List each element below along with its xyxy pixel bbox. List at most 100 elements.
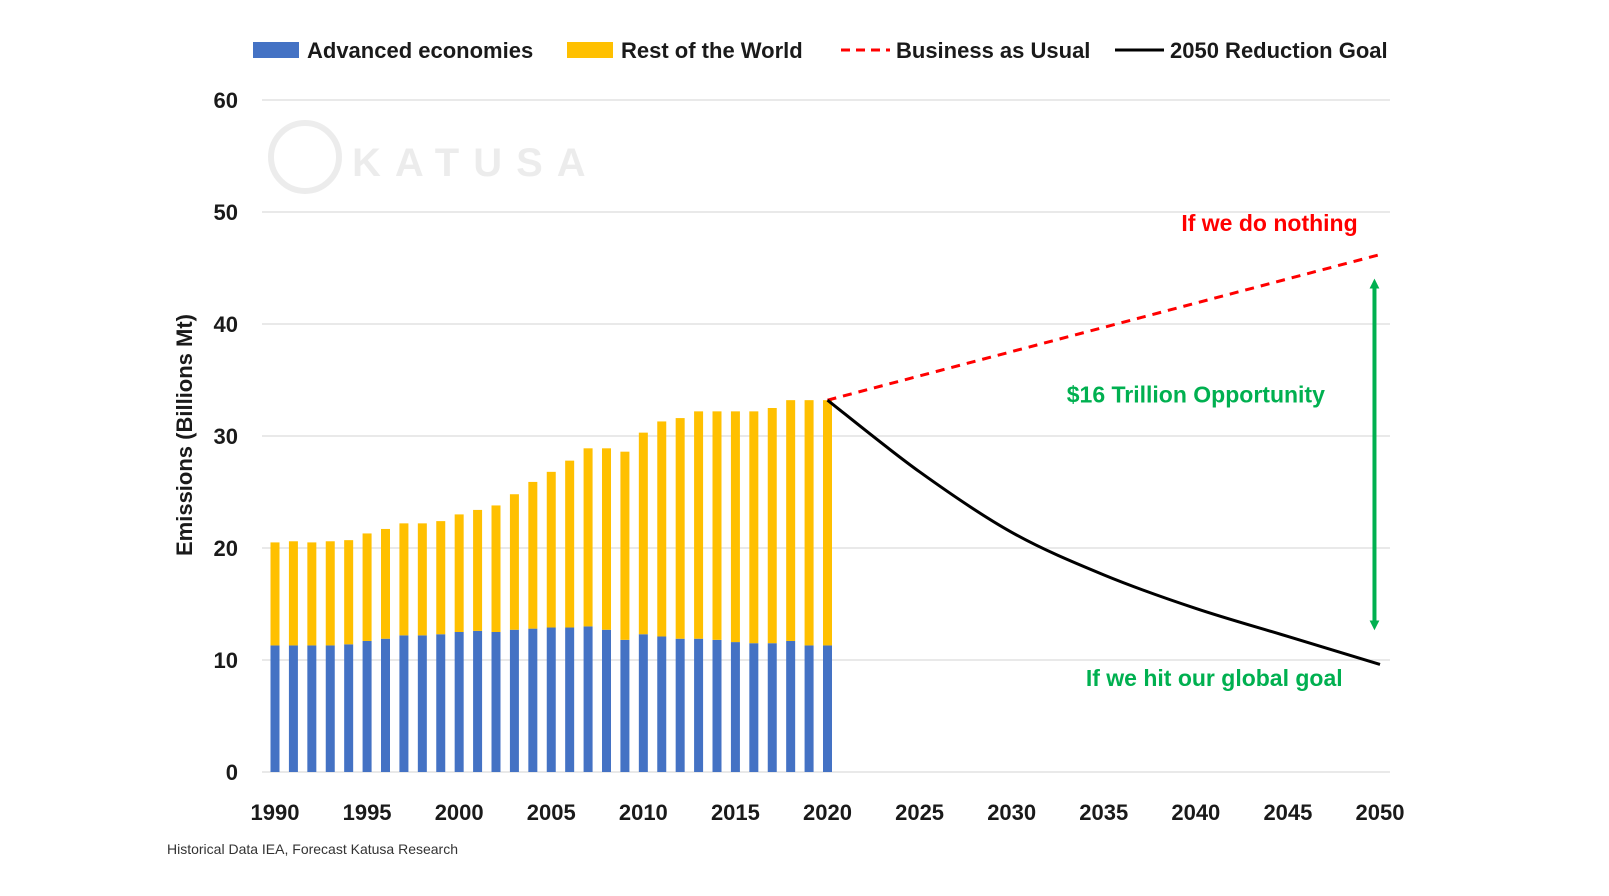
bar-rest-of-the-world-2001 [473,509,483,631]
x-tick-label-2015: 2015 [711,800,760,825]
x-tick-label-2000: 2000 [435,800,484,825]
bar-advanced-economies-2020 [823,645,832,772]
bar-advanced-economies-1996 [381,638,390,772]
bar-advanced-economies-1998 [417,635,427,772]
bar-advanced-economies-2011 [657,636,667,772]
bar-advanced-economies-1990 [270,645,280,772]
legend-label-business-as-usual: Business as Usual [896,38,1090,63]
y-axis-label: Emissions (Billions Mt) [172,314,197,556]
x-tick-label-2050: 2050 [1356,800,1405,825]
bar-rest-of-the-world-2005 [546,471,556,628]
bar-rest-of-the-world-1991 [288,541,298,646]
watermark-logo: KATUSA [268,120,600,194]
bar-rest-of-the-world-2011 [657,421,667,637]
bar-advanced-economies-2000 [454,632,464,772]
legend-swatch-advanced-economies [253,42,299,58]
watermark-text: KATUSA [352,141,600,185]
line-business-as-usual [827,253,1381,402]
x-tick-label-2030: 2030 [987,800,1036,825]
bar-rest-of-the-world-2006 [565,460,575,628]
bar-advanced-economies-2006 [565,627,575,772]
bar-rest-of-the-world-2015 [730,411,740,643]
x-tick-label-2005: 2005 [527,800,576,825]
bar-advanced-economies-2017 [767,643,777,772]
bar-advanced-economies-2015 [730,642,740,772]
bar-rest-of-the-world-2002 [491,505,501,632]
bar-rest-of-the-world-2000 [454,514,464,632]
bar-rest-of-the-world-1999 [436,521,446,635]
annotation-global-goal: If we hit our global goal [1086,665,1343,691]
bar-rest-of-the-world-1994 [344,540,354,645]
line-2050-reduction-goal [826,398,1381,666]
bar-rest-of-the-world-2004 [528,481,538,629]
bar-rest-of-the-world-1990 [270,542,280,646]
bar-advanced-economies-2003 [509,629,519,772]
bar-advanced-economies-1999 [436,634,446,772]
bar-advanced-economies-1993 [325,645,335,772]
bar-rest-of-the-world-2016 [749,411,759,644]
bar-rest-of-the-world-1995 [362,533,372,641]
y-tick-label-50: 50 [214,200,238,225]
x-tick-label-2045: 2045 [1263,800,1312,825]
bar-rest-of-the-world-2010 [638,432,648,635]
x-tick-label-2010: 2010 [619,800,668,825]
bar-rest-of-the-world-1993 [325,541,335,646]
annotation-do-nothing: If we do nothing [1181,210,1357,236]
bar-advanced-economies-1992 [307,645,317,772]
x-tick-label-1995: 1995 [343,800,392,825]
y-tick-label-10: 10 [214,648,238,673]
bar-rest-of-the-world-1998 [417,523,427,636]
bar-rest-of-the-world-2019 [804,400,814,646]
source-note: Historical Data IEA, Forecast Katusa Res… [167,841,458,857]
bar-advanced-economies-2001 [473,630,483,772]
x-tick-label-2025: 2025 [895,800,944,825]
bar-advanced-economies-2013 [694,638,704,772]
x-tick-label-1990: 1990 [251,800,300,825]
bar-rest-of-the-world-2003 [509,494,519,630]
bar-rest-of-the-world-2012 [675,418,685,639]
bar-rest-of-the-world-2013 [694,411,704,639]
bar-advanced-economies-2012 [675,638,685,772]
bar-advanced-economies-1997 [399,635,409,772]
bar-rest-of-the-world-2014 [712,411,722,640]
legend-label-advanced-economies: Advanced economies [307,38,533,63]
bar-rest-of-the-world-2017 [767,408,777,644]
bar-rest-of-the-world-2018 [786,400,796,641]
legend-swatch-rest-of-world [567,42,613,58]
bar-advanced-economies-2002 [491,632,501,772]
bar-advanced-economies-2019 [804,645,814,772]
legend: Advanced economies Rest of the World Bus… [253,38,1388,63]
x-tick-label-2035: 2035 [1079,800,1128,825]
bar-advanced-economies-2016 [749,643,759,772]
y-tick-label-30: 30 [214,424,238,449]
bar-rest-of-the-world-2009 [620,451,630,640]
legend-label-rest-of-world: Rest of the World [621,38,803,63]
y-tick-label-60: 60 [214,88,238,113]
bar-advanced-economies-1994 [344,644,354,772]
bar-advanced-economies-2018 [786,640,796,772]
bar-rest-of-the-world-1997 [399,523,409,636]
bar-advanced-economies-2008 [602,629,611,772]
annotation-opportunity: $16 Trillion Opportunity [1067,381,1325,407]
bar-rest-of-the-world-1992 [307,542,317,646]
y-tick-label-20: 20 [214,536,238,561]
bar-advanced-economies-2009 [620,639,630,772]
bar-rest-of-the-world-2008 [602,448,611,630]
y-tick-label-0: 0 [226,760,238,785]
bar-rest-of-the-world-2020 [823,400,832,646]
bar-advanced-economies-1995 [362,640,372,772]
bar-advanced-economies-2007 [583,626,593,772]
y-tick-label-40: 40 [214,312,238,337]
bars [270,400,832,772]
x-tick-label-2020: 2020 [803,800,852,825]
bar-advanced-economies-2010 [638,634,648,772]
bar-rest-of-the-world-2007 [583,448,593,627]
lines [826,253,1381,666]
legend-label-reduction-goal: 2050 Reduction Goal [1170,38,1388,63]
bar-advanced-economies-2005 [546,627,556,772]
bar-rest-of-the-world-1996 [381,528,390,639]
x-tick-label-2040: 2040 [1171,800,1220,825]
bar-advanced-economies-1991 [288,645,298,772]
